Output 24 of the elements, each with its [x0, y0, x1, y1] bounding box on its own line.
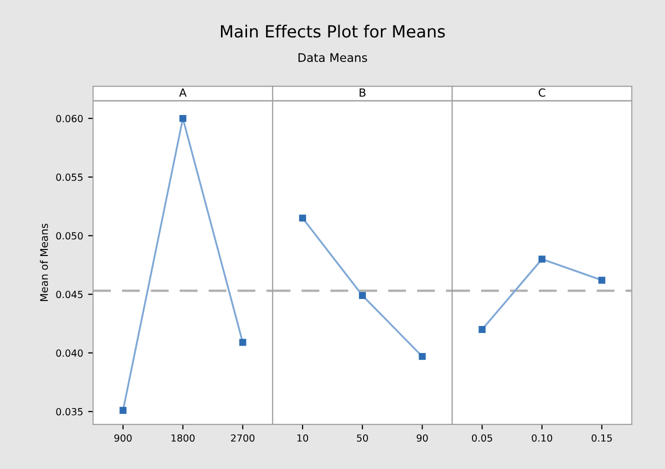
y-tick-label: 0.035	[56, 408, 83, 416]
text: Main Effects Plot for Means	[220, 24, 445, 38]
point	[120, 406, 126, 414]
chart-title: B	[360, 88, 366, 97]
x-tick-label: 90	[416, 434, 428, 442]
y-axis-title: Mean of Means	[40, 224, 48, 302]
y-tick-label: 0.040	[56, 349, 83, 357]
y-tick-label: 0.050	[56, 232, 83, 240]
x-tick-label: 0.10	[532, 434, 552, 442]
x-tick-label: 10	[297, 434, 308, 442]
point	[239, 338, 246, 346]
y-tick-label: 0.045	[56, 290, 83, 298]
x-tick-label: 0.15	[592, 434, 612, 442]
x-tick-label: 0.05	[472, 434, 492, 442]
y-tick-label: 0.060	[56, 114, 83, 122]
chart-title: C	[538, 88, 546, 97]
text: Data Means	[298, 53, 368, 62]
x-tick-label: 1800	[172, 434, 195, 442]
x-tick-label: 50	[356, 434, 368, 442]
x-tick-label: 2700	[231, 434, 254, 442]
x-tick-label: 900	[114, 434, 132, 442]
point	[179, 114, 186, 122]
chart-title: A	[179, 88, 187, 97]
y-tick-label: 0.055	[56, 174, 83, 181]
